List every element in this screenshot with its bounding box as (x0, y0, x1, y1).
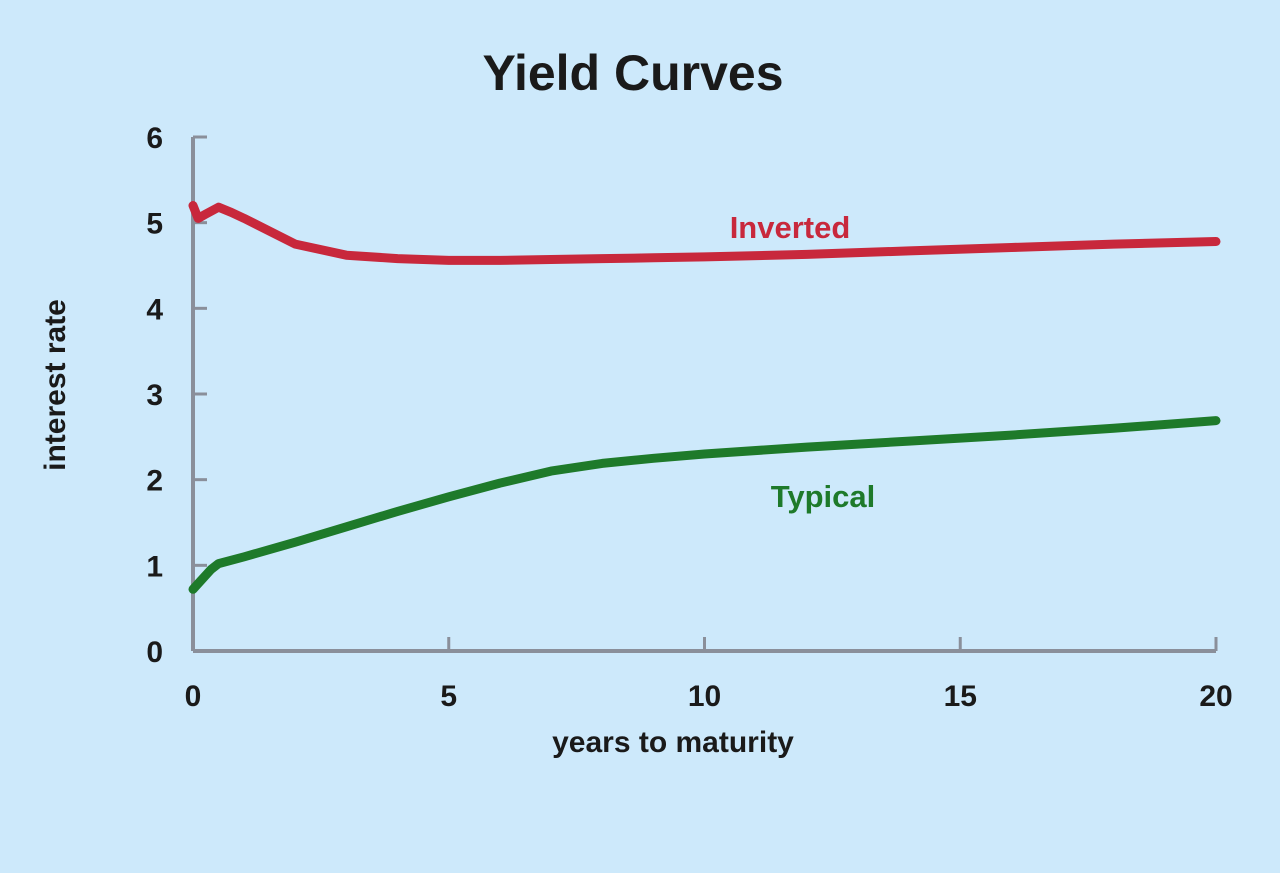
y-tick-label: 0 (146, 636, 163, 669)
y-tick-label: 6 (146, 122, 163, 155)
x-tick-label: 20 (1199, 680, 1232, 713)
y-axis-title: interest rate (39, 299, 72, 471)
series-label-typical: Typical (771, 479, 876, 514)
y-tick-label: 3 (146, 379, 163, 412)
y-tick-label: 4 (146, 293, 163, 326)
x-axis-title: years to maturity (552, 726, 794, 759)
series-line-typical (188, 416, 1221, 594)
x-tick-label: 15 (944, 680, 977, 713)
chart-title: Yield Curves (482, 45, 783, 101)
x-tick-label: 10 (688, 680, 721, 713)
x-tick-label: 0 (185, 680, 202, 713)
series-label-inverted: Inverted (730, 210, 851, 245)
series-line-inverted (188, 201, 1221, 265)
x-tick-label: 5 (440, 680, 457, 713)
axes: 0 1 2 3 4 5 6 0 5 10 15 20 (146, 122, 1232, 713)
y-tick-label: 1 (146, 550, 163, 583)
y-tick-label: 2 (146, 465, 163, 498)
series-layer: Inverted Typical (188, 201, 1221, 594)
y-tick-label: 5 (146, 208, 163, 241)
